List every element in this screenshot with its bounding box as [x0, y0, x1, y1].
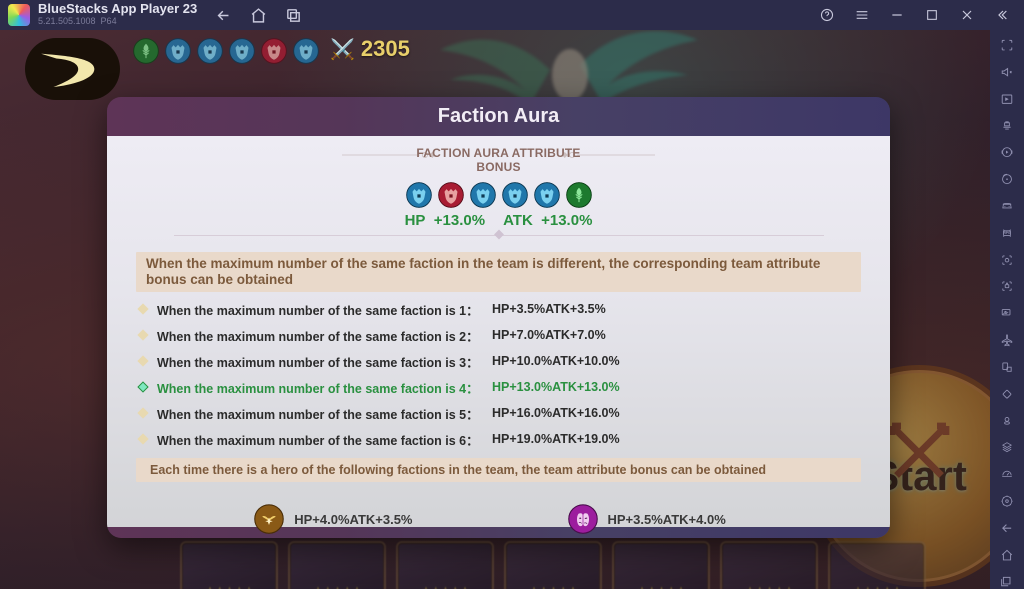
- svg-text:RPG: RPG: [1003, 231, 1011, 235]
